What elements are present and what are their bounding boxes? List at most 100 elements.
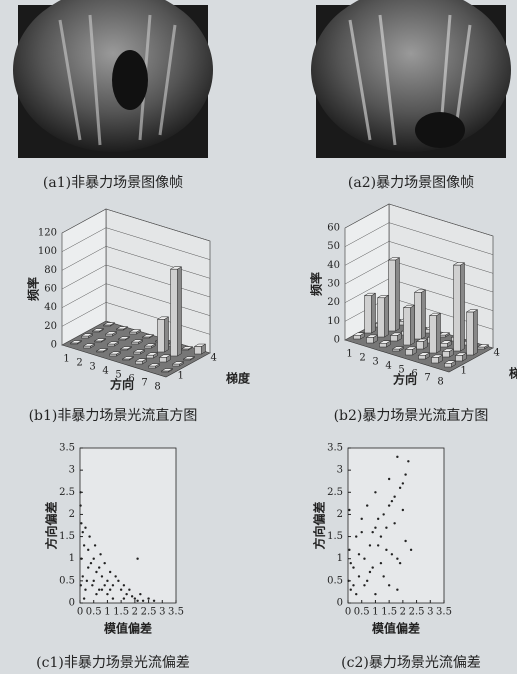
bar [122, 358, 130, 361]
photo [311, 0, 511, 158]
bar [390, 335, 398, 342]
x-tick-label: 2 [132, 607, 138, 618]
point [393, 495, 396, 498]
point [387, 477, 391, 481]
photo [13, 0, 213, 158]
x-tick-label: 1 [63, 354, 69, 365]
point [398, 561, 402, 565]
x-tick-label: 1.5 [381, 607, 397, 618]
y-tick-label: 100 [38, 246, 57, 257]
bar [96, 350, 104, 353]
point [355, 535, 358, 538]
bar-side [384, 294, 389, 338]
point [89, 561, 93, 565]
point [348, 548, 351, 552]
point [79, 584, 83, 587]
bar-side [410, 304, 415, 346]
x-tick-label: 2.5 [141, 607, 157, 618]
point [347, 579, 350, 583]
z-tick-label: 4 [211, 353, 217, 364]
bar [105, 333, 113, 337]
bar [135, 360, 143, 365]
point [84, 588, 87, 591]
bar [366, 337, 374, 344]
x-tick-label: 8 [154, 382, 160, 393]
bar [429, 315, 437, 354]
point [117, 579, 120, 583]
bar-side [371, 292, 376, 334]
x-tick-label: 1 [346, 349, 352, 360]
point [100, 588, 104, 591]
bar [440, 343, 448, 348]
bar-side [460, 262, 465, 352]
point [404, 473, 407, 476]
bar [83, 345, 91, 349]
y-tick-label: 0.5 [327, 575, 343, 586]
point [81, 575, 84, 578]
point [374, 526, 377, 529]
point [390, 499, 394, 503]
bar [405, 349, 413, 356]
point [125, 592, 128, 596]
x-tick-label: 3.5 [436, 607, 452, 618]
bar [109, 353, 117, 357]
x-tick-label: 5 [398, 365, 404, 376]
y-tick-label: 1.5 [327, 531, 343, 542]
point [387, 584, 391, 587]
point [84, 526, 87, 529]
point [111, 597, 115, 600]
bar-side [473, 309, 478, 356]
bar [92, 330, 100, 333]
bar [392, 348, 400, 352]
point [87, 566, 90, 569]
bar-side [395, 257, 400, 332]
bar [133, 351, 141, 355]
x-tick-label: 7 [141, 378, 147, 389]
x-tick-label: 3 [159, 607, 165, 618]
bar [194, 346, 202, 355]
point [122, 597, 126, 600]
point [152, 599, 156, 602]
y-tick-label: 1 [69, 553, 75, 564]
y-tick-label: 1 [337, 553, 343, 564]
y-tick-label: 2 [69, 509, 75, 520]
bar [364, 295, 372, 334]
point [360, 517, 363, 521]
x-tick-label: 2 [76, 358, 82, 369]
y-axis-label: 方向偏差 [44, 501, 59, 549]
bar [157, 319, 165, 353]
bar [131, 341, 139, 345]
y-tick-label: 3 [69, 465, 75, 476]
grid-line [344, 222, 494, 255]
point [80, 557, 83, 560]
grid-line [344, 203, 494, 237]
y-tick-label: 2.5 [59, 487, 75, 498]
x-tick-label: 1.5 [113, 607, 129, 618]
point [376, 517, 380, 521]
x-tick-label: 2.5 [409, 607, 425, 618]
y-tick-label: 20 [327, 297, 340, 308]
point [103, 584, 106, 587]
bar [403, 307, 411, 346]
x-tick-label: 7 [424, 373, 430, 384]
bar [161, 370, 169, 373]
point [136, 557, 139, 560]
z-tick-label: 1 [461, 366, 467, 377]
x-tick-label: 1 [372, 607, 378, 618]
point [385, 526, 388, 529]
point [99, 553, 102, 556]
bar [70, 342, 78, 345]
point [357, 575, 361, 578]
y-axis-label: 频率 [26, 277, 41, 301]
point [349, 588, 352, 591]
bar [144, 345, 152, 349]
point [349, 561, 352, 565]
y-tick-label: 2.5 [327, 487, 343, 498]
point [368, 544, 372, 547]
bar [116, 328, 124, 331]
point [352, 566, 355, 569]
point [398, 486, 402, 490]
x-tick-label: 2 [359, 353, 365, 364]
point [95, 570, 98, 574]
